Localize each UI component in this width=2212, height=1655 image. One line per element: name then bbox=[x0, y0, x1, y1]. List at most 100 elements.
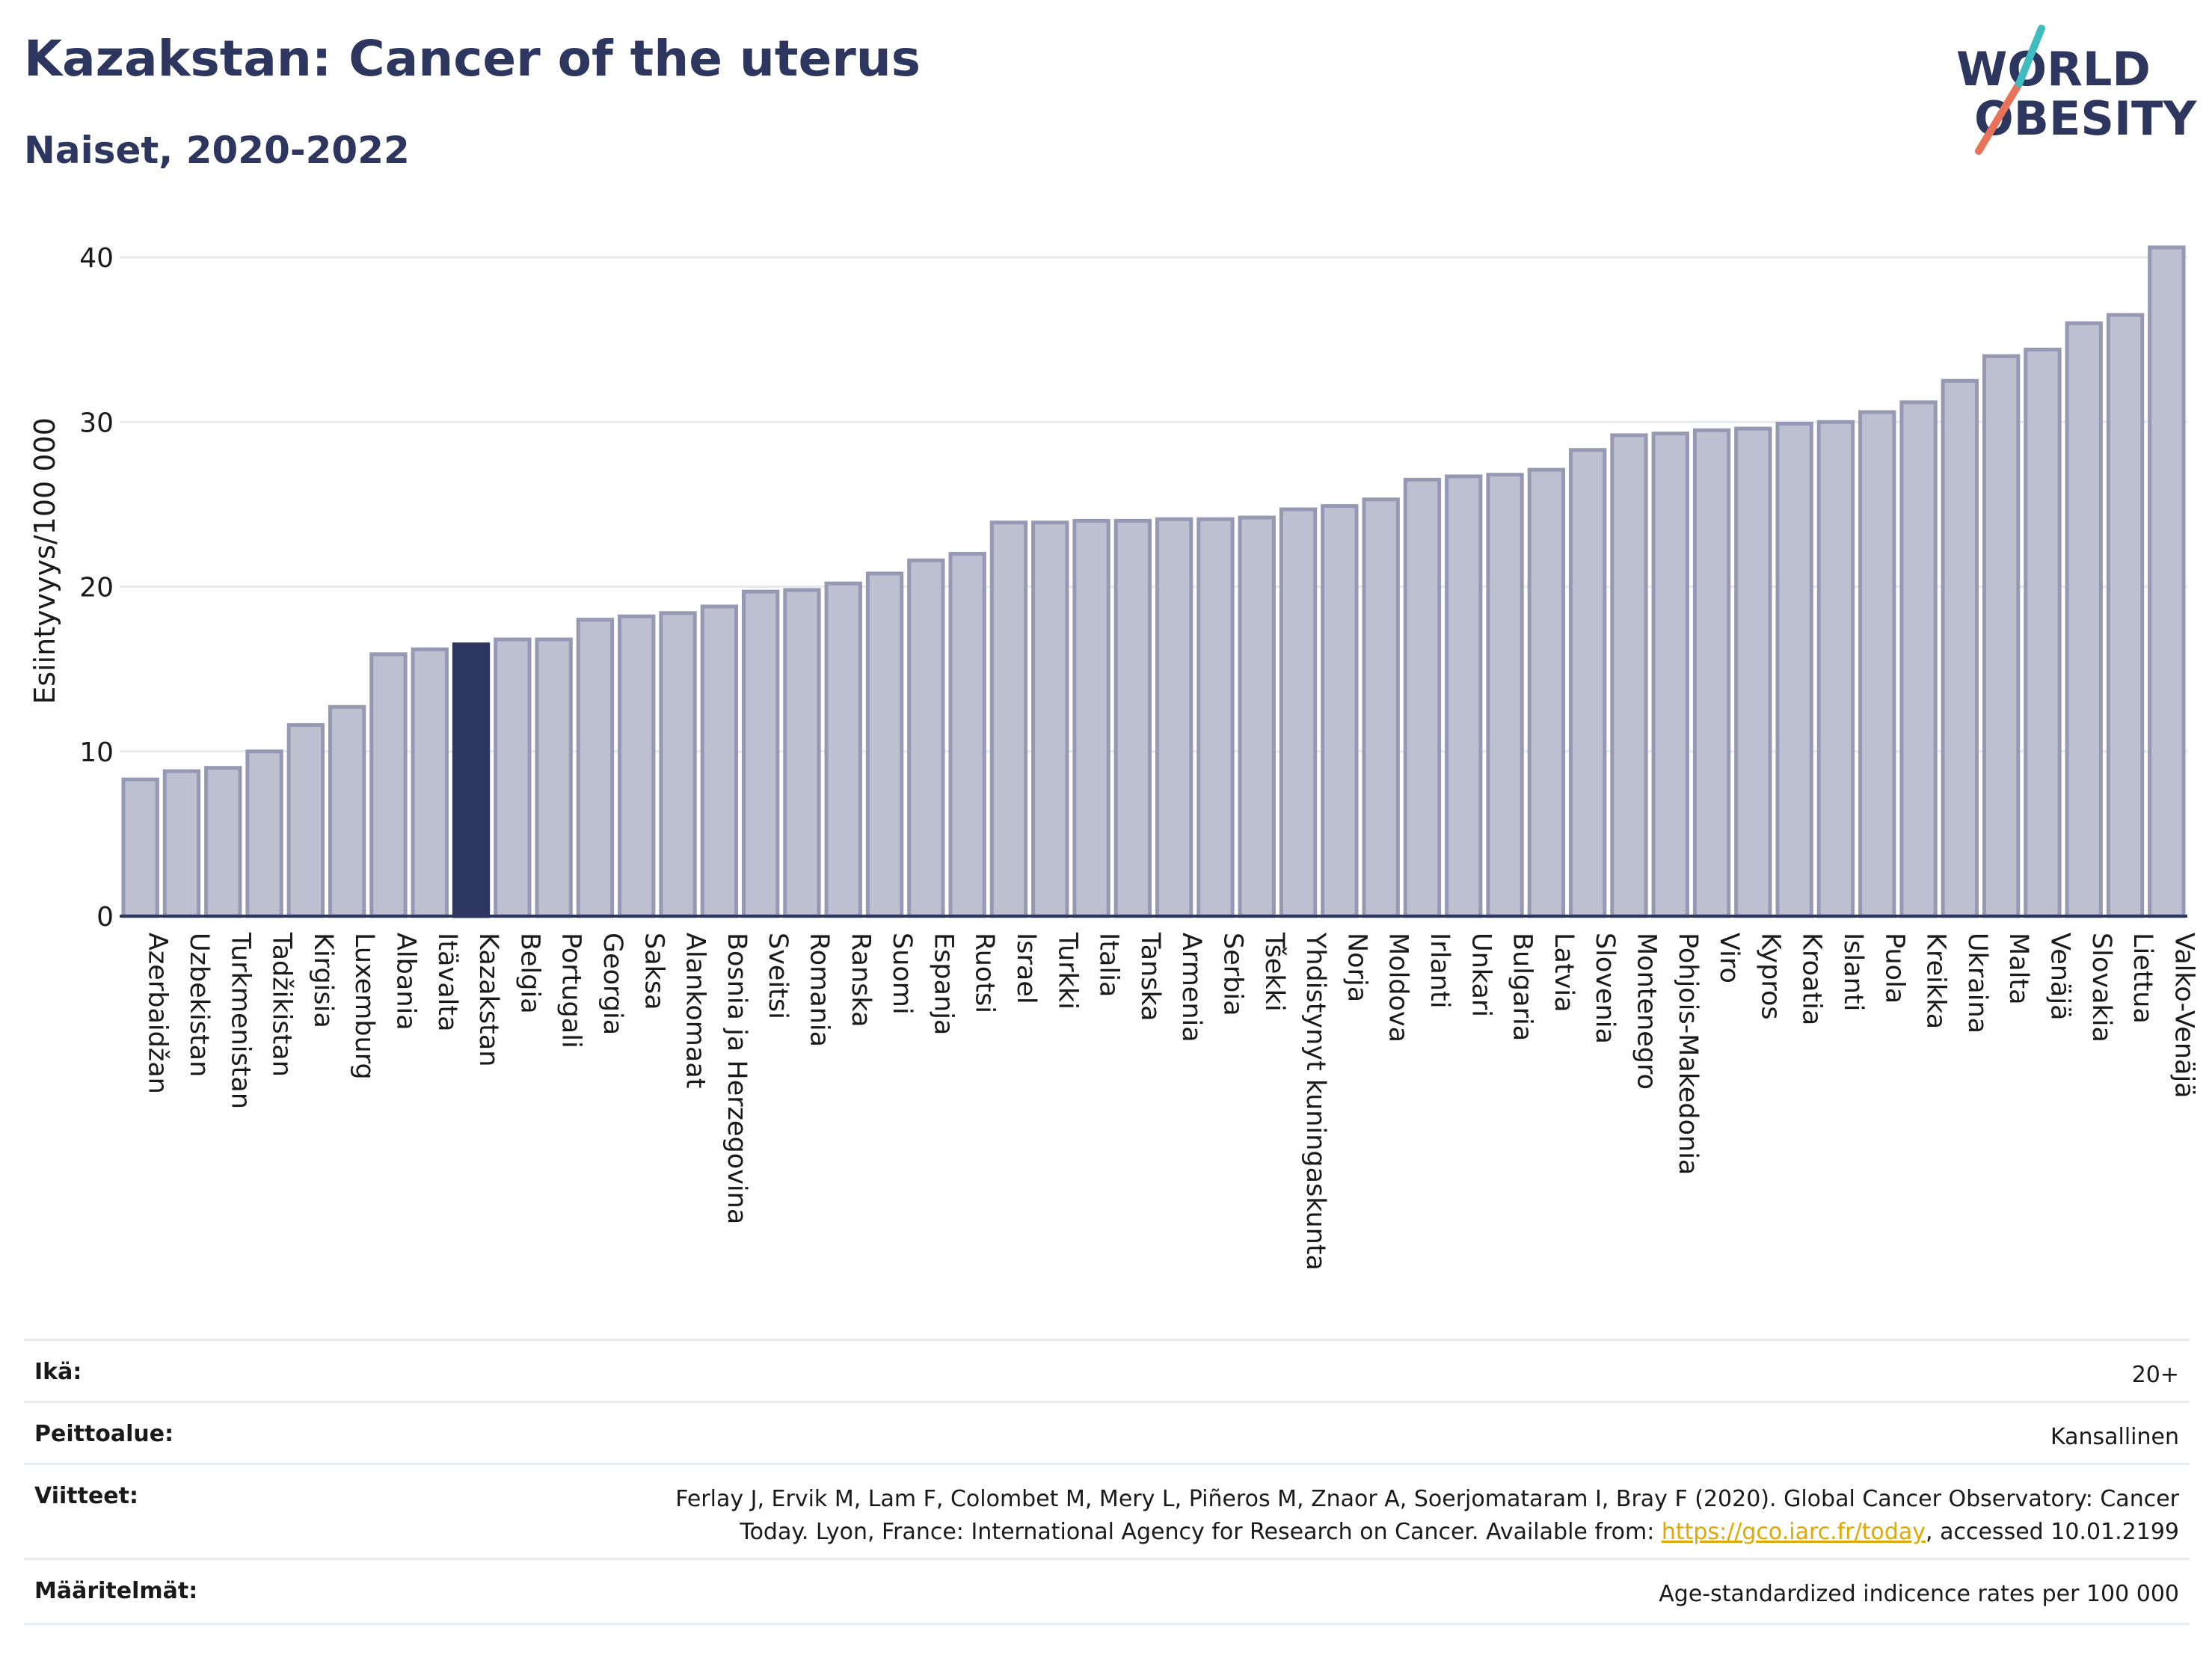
x-tick-label: Kypros bbox=[1755, 933, 1785, 1020]
references-link[interactable]: https://gco.iarc.fr/today bbox=[1661, 1519, 1926, 1545]
x-tick-label: Ukraina bbox=[1962, 933, 1992, 1034]
bar bbox=[2148, 245, 2186, 918]
references-value: Ferlay J, Ervik M, Lam F, Colombet M, Me… bbox=[675, 1483, 2179, 1549]
x-tick-label: Turkmenistan bbox=[225, 932, 255, 1109]
y-tick-label: 30 bbox=[79, 408, 114, 438]
x-tick-label: Moldova bbox=[1383, 933, 1413, 1043]
x-tick-label: Israel bbox=[1011, 933, 1041, 1004]
age-value: 20+ bbox=[2131, 1362, 2179, 1388]
x-tick-label: Alankomaat bbox=[681, 933, 710, 1088]
bar bbox=[1982, 354, 2021, 918]
bar bbox=[1072, 518, 1110, 918]
bar bbox=[1031, 521, 1069, 918]
x-tick-label: Ranska bbox=[846, 933, 876, 1028]
references-text-accessed: , accessed 10.01.2199 bbox=[1926, 1519, 2179, 1545]
y-axis-label: Esiintyvyys/100 000 bbox=[28, 417, 61, 704]
bar bbox=[1445, 474, 1483, 918]
bar bbox=[700, 604, 739, 918]
logo-word-world: WORLD bbox=[1956, 42, 2151, 96]
bar bbox=[328, 704, 366, 918]
x-tick-label: Italia bbox=[1094, 933, 1124, 997]
bar bbox=[1113, 518, 1152, 918]
x-tick-label: Unkari bbox=[1466, 933, 1496, 1017]
bar bbox=[1651, 432, 1689, 918]
age-label: Ikä: bbox=[34, 1359, 82, 1385]
bar bbox=[2106, 313, 2145, 918]
x-tick-label: Montenegro bbox=[1631, 933, 1661, 1090]
bar bbox=[1941, 378, 1979, 918]
bar bbox=[948, 551, 986, 918]
logo-slash-upper bbox=[2015, 25, 2045, 87]
bar bbox=[1362, 497, 1400, 918]
x-tick-label: Kazakstan bbox=[473, 933, 503, 1066]
x-tick-label: Latvia bbox=[1549, 933, 1579, 1013]
x-tick-label: Espanja bbox=[928, 933, 958, 1035]
info-table: Ikä: 20+ Peittoalue: Kansallinen Viittee… bbox=[24, 1339, 2190, 1625]
x-tick-label: Serbia bbox=[1217, 933, 1247, 1016]
bar bbox=[1610, 433, 1648, 918]
definitions-label: Määritelmät: bbox=[34, 1578, 198, 1604]
y-tick-label: 20 bbox=[79, 573, 114, 604]
x-tick-label: Tadžikistan bbox=[267, 932, 297, 1077]
x-tick-label: Tanska bbox=[1135, 932, 1165, 1022]
bar bbox=[1321, 504, 1359, 918]
bar bbox=[1527, 467, 1566, 918]
x-tick-label: Turkki bbox=[1052, 932, 1082, 1010]
bar bbox=[1196, 517, 1235, 918]
info-row-references: Viitteet: Ferlay J, Ervik M, Lam F, Colo… bbox=[24, 1463, 2190, 1558]
chart-subtitle: Naiset, 2020-2022 bbox=[24, 129, 410, 172]
bar bbox=[1734, 426, 1772, 918]
x-tick-label: Valko-Venäjä bbox=[2169, 933, 2199, 1099]
bar bbox=[1858, 410, 1896, 918]
x-tick-label: Islanti bbox=[1838, 933, 1868, 1011]
bar bbox=[121, 777, 159, 918]
info-row-definitions: Määritelmät: Age-standardized indicence … bbox=[24, 1558, 2190, 1625]
x-tick-label: Slovenia bbox=[1590, 933, 1620, 1044]
x-tick-label: Liettua bbox=[2127, 933, 2157, 1024]
y-tick-label: 0 bbox=[96, 902, 114, 933]
references-text-line1: Ferlay J, Ervik M, Lam F, Colombet M, Me… bbox=[675, 1486, 2179, 1512]
x-tick-label: Itävalta bbox=[432, 933, 462, 1032]
x-tick-label: Norja bbox=[1342, 933, 1371, 1002]
x-tick-label: Azerbaidžan bbox=[143, 933, 173, 1094]
x-tick-label: Sveitsi bbox=[763, 933, 793, 1019]
x-tick-label: Uzbekistan bbox=[184, 933, 214, 1077]
x-tick-label: Puola bbox=[1879, 933, 1909, 1004]
bar bbox=[1816, 420, 1855, 918]
y-tick-label: 10 bbox=[79, 737, 114, 768]
bar bbox=[286, 723, 325, 918]
x-tick-label: Georgia bbox=[597, 933, 627, 1035]
bar bbox=[494, 637, 532, 918]
bar bbox=[2065, 321, 2103, 918]
x-tick-label: Belgia bbox=[514, 933, 544, 1014]
bar bbox=[907, 558, 945, 918]
x-tick-label: Kirgisia bbox=[308, 933, 338, 1028]
x-tick-label: Viro bbox=[1714, 933, 1744, 983]
bar bbox=[783, 588, 821, 918]
bar bbox=[1568, 448, 1607, 918]
bar bbox=[1692, 428, 1731, 918]
x-tick-label: Slovakia bbox=[2086, 933, 2116, 1043]
x-tick-label: Armenia bbox=[1176, 933, 1206, 1043]
bar bbox=[204, 766, 242, 918]
bar bbox=[535, 637, 573, 918]
bar bbox=[576, 618, 615, 918]
bar bbox=[1775, 421, 1813, 918]
references-label: Viitteet: bbox=[34, 1483, 138, 1509]
bar bbox=[1238, 515, 1276, 918]
x-tick-label: Tšekki bbox=[1259, 932, 1289, 1012]
x-tick-label: Bulgaria bbox=[1508, 933, 1537, 1041]
bar bbox=[1403, 477, 1442, 918]
x-tick-label: Romania bbox=[804, 933, 834, 1047]
x-tick-label: Luxemburg bbox=[349, 933, 379, 1080]
bar bbox=[824, 581, 862, 918]
coverage-value: Kansallinen bbox=[2050, 1424, 2179, 1450]
x-tick-label: Yhdistynyt kuningaskunta bbox=[1300, 932, 1330, 1271]
bar bbox=[865, 571, 904, 918]
bar-highlighted bbox=[452, 642, 491, 918]
bar bbox=[411, 647, 449, 918]
coverage-label: Peittoalue: bbox=[34, 1421, 174, 1447]
x-tick-label: Albania bbox=[390, 933, 420, 1031]
bar-chart: 0 10 20 30 40 Azerbaidžan Uzbekistan Turkmenist… bbox=[79, 243, 2199, 1271]
info-row-age: Ikä: 20+ bbox=[24, 1339, 2190, 1401]
